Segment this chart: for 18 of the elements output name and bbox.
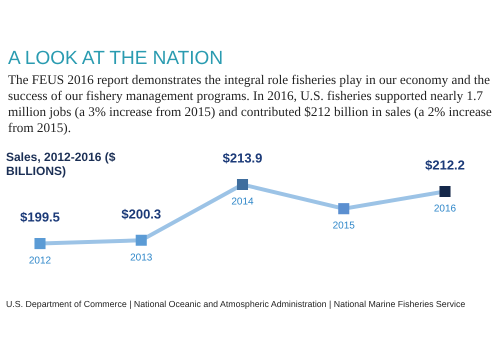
x-tick-label: 2016 — [434, 203, 457, 214]
data-label: $199.5 — [20, 210, 60, 225]
chart-subtitle: The FEUS 2016 report demonstrates the integral role fisheries play in our economy and the success of our fishery management programs. In 2016, U.S. fisheries supported nearly 1.7 million jobs (a 3% increase from 2015) and contributed $212 billion in sales (a 2% increase from 2015). — [8, 72, 493, 136]
x-tick-label: 2015 — [332, 220, 356, 232]
point — [34, 238, 46, 250]
text: U.S. Department of Commerce | National Oceanic and Atmospheric Administration | National Marine Fisheries Service — [6, 299, 466, 309]
x-tick-label: 2012 — [28, 256, 52, 267]
data-label: $213.9 — [222, 150, 262, 166]
y-axis-title: Sales, 2012-2016 ($ BILLIONS) — [6, 150, 116, 178]
x-tick-label: 2014 — [231, 196, 254, 208]
chart-title: A LOOK AT THE NATION — [8, 48, 224, 70]
point — [236, 178, 248, 190]
data-label: $212.2 — [425, 157, 465, 172]
point — [439, 186, 451, 198]
x-tick-label: 2013 — [130, 252, 153, 264]
data-label: $200.3 — [121, 206, 162, 222]
point — [338, 203, 350, 214]
point — [136, 234, 147, 246]
